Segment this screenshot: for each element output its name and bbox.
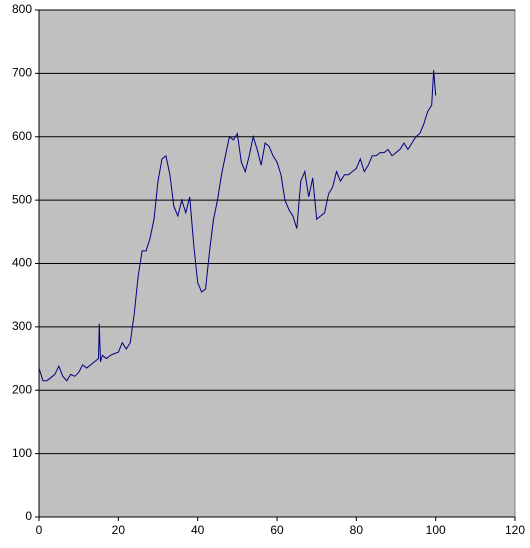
x-tick-label: 40 — [191, 523, 205, 537]
x-tick-label: 60 — [270, 523, 284, 537]
y-tick-label: 400 — [12, 256, 32, 270]
y-tick-label: 300 — [12, 319, 32, 333]
y-tick-label: 500 — [12, 192, 32, 206]
y-tick-label: 600 — [12, 129, 32, 143]
y-tick-label: 100 — [12, 446, 32, 460]
x-tick-label: 120 — [505, 523, 525, 537]
y-tick-label: 200 — [12, 382, 32, 396]
x-tick-label: 100 — [426, 523, 446, 537]
y-tick-label: 800 — [12, 2, 32, 16]
x-tick-label: 0 — [36, 523, 43, 537]
y-tick-label: 0 — [25, 509, 32, 523]
x-tick-label: 20 — [112, 523, 126, 537]
y-tick-label: 700 — [12, 66, 32, 80]
x-tick-label: 80 — [350, 523, 364, 537]
data-line — [38, 70, 437, 382]
